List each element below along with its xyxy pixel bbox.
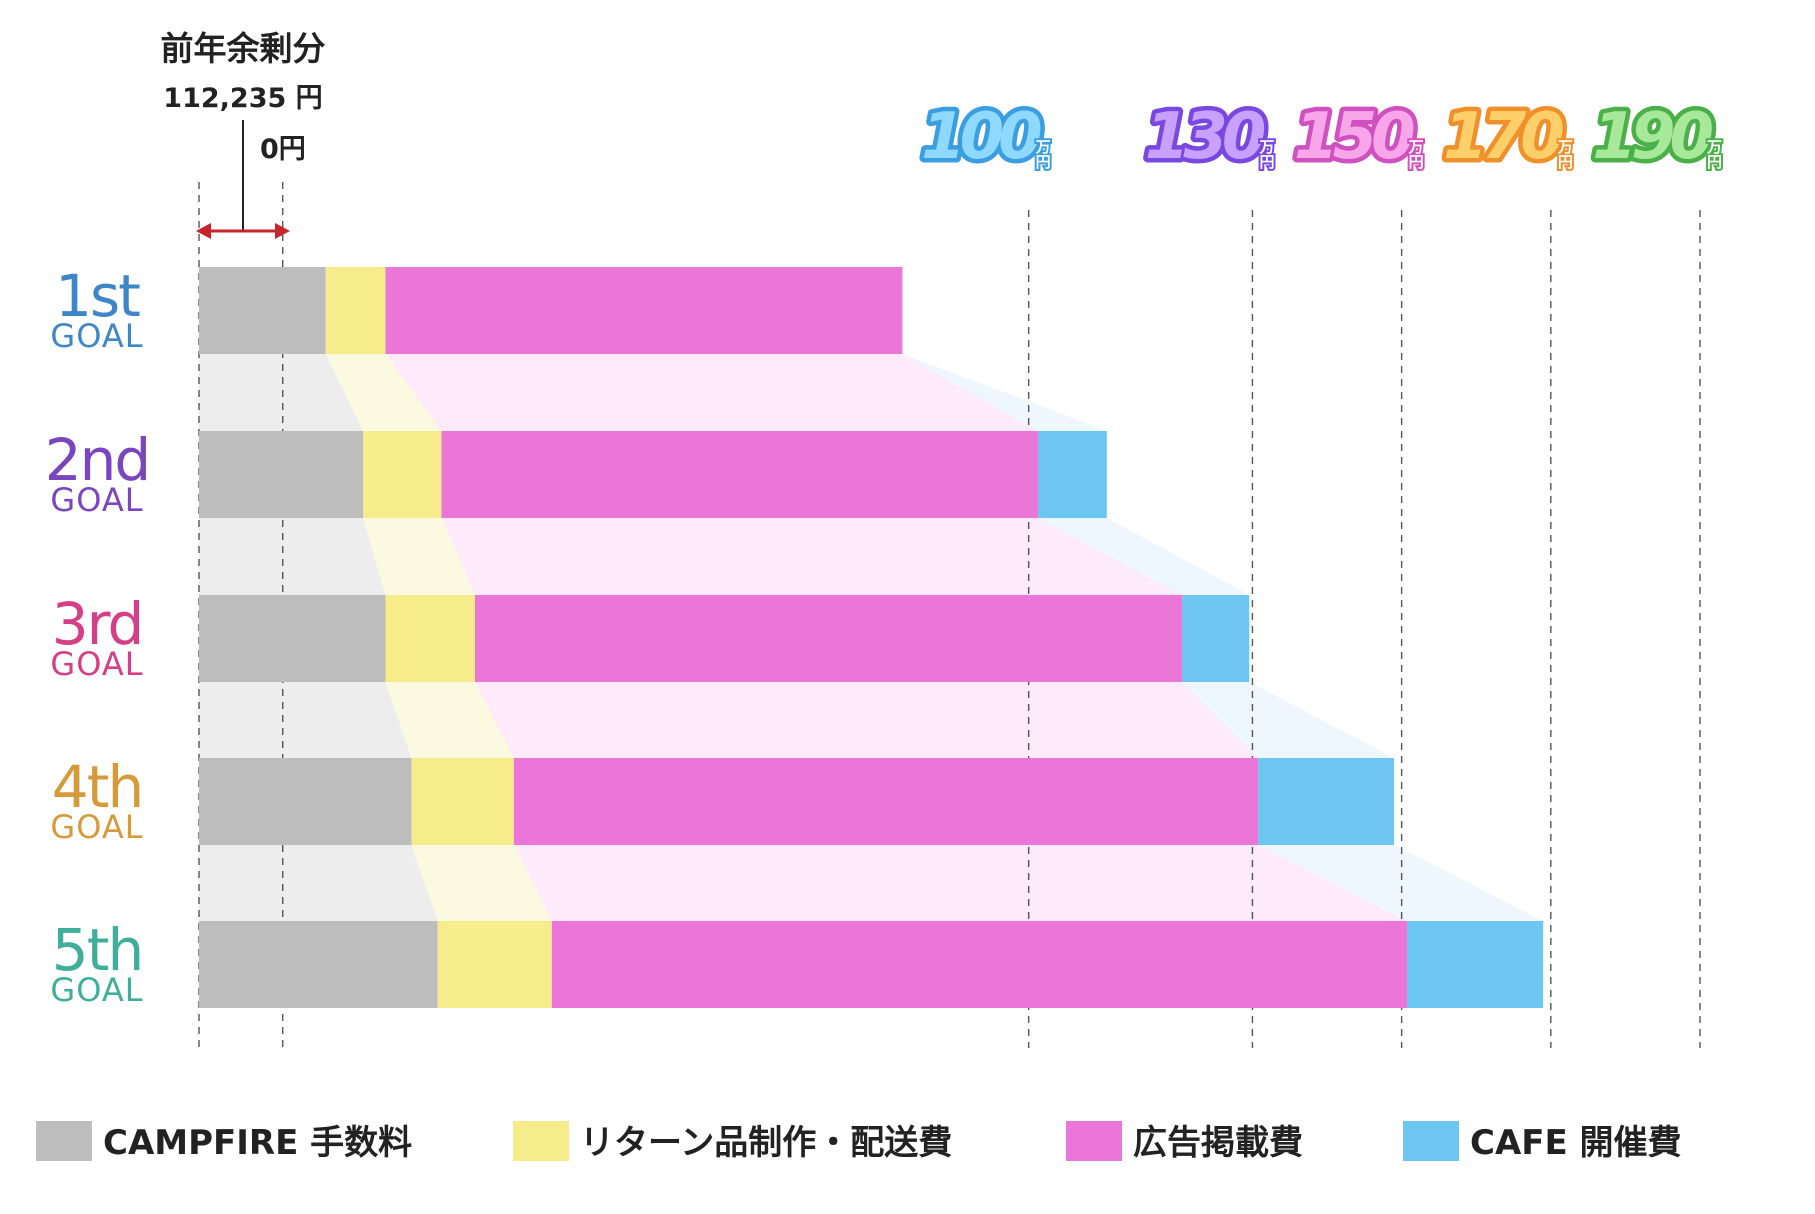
bar-segment [199, 758, 412, 845]
goal-number-label: 5th [52, 916, 142, 984]
connector-band [385, 354, 1039, 431]
connector-band [1182, 682, 1394, 758]
goal-word-label: GOAL [50, 808, 143, 846]
goal-word-label: GOAL [50, 645, 143, 683]
legend-label: 広告掲載費 [1133, 1123, 1303, 1163]
bar-segment [513, 758, 1259, 845]
legend-label: CAMPFIRE 手数料 [103, 1123, 412, 1163]
goal-word-label: GOAL [50, 971, 143, 1009]
connector-band [199, 845, 438, 921]
legend-swatch [1066, 1121, 1122, 1161]
milestone-unit-label: 万円 [1705, 139, 1723, 170]
milestone-unit-label: 万円 [1034, 139, 1052, 170]
carryover-amount: 112,235 円 [163, 83, 322, 114]
goal-word-label: GOAL [50, 317, 143, 355]
bar-segment [199, 267, 326, 354]
milestone-number-label: 150 [1294, 100, 1414, 174]
connector-band [199, 682, 412, 758]
carryover-title: 前年余剰分 [161, 29, 326, 68]
connector-band [1258, 845, 1544, 921]
bar-segment [199, 595, 386, 682]
bar-segment [474, 595, 1183, 682]
bar-segment [1182, 595, 1250, 682]
bar-segment [411, 758, 514, 845]
arrowhead-right-icon [275, 223, 290, 239]
arrowhead-left-icon [196, 223, 211, 239]
legend-label: リターン品制作・配送費 [580, 1123, 952, 1163]
bar-segment [1258, 758, 1394, 845]
legend: CAMPFIRE 手数料 リターン品制作・配送費 広告掲載費 CAFE 開催費 [36, 1121, 1682, 1163]
connector-band [199, 354, 364, 431]
connector-band [441, 518, 1183, 595]
bar-segment [1038, 431, 1107, 518]
connector-band [513, 845, 1408, 921]
milestone-unit-label: 万円 [1556, 139, 1574, 170]
bar-segment [199, 431, 364, 518]
connector-band [325, 354, 442, 431]
connector-band [1038, 518, 1250, 595]
legend-swatch [513, 1121, 569, 1161]
goal-number-label: 1st [55, 262, 140, 330]
bar-segment [325, 267, 386, 354]
legend-swatch [1403, 1121, 1459, 1161]
connector-band [363, 518, 475, 595]
connector-band [411, 845, 552, 921]
goal-number-label: 2nd [45, 426, 149, 494]
milestone-number-label: 170 [1443, 100, 1563, 174]
legend-swatch [36, 1121, 92, 1161]
bar-segment [385, 267, 903, 354]
milestone-unit-label: 万円 [1257, 139, 1275, 170]
bar-layer [199, 267, 1544, 1008]
carryover-annotation: 前年余剰分 112,235 円 0円 [161, 29, 326, 239]
milestone-unit-label: 万円 [1407, 139, 1425, 170]
goal-number-label: 3rd [52, 590, 143, 658]
legend-label: CAFE 開催費 [1470, 1123, 1682, 1163]
bar-segment [385, 595, 475, 682]
connector-band [902, 354, 1107, 431]
bar-segment [1407, 921, 1544, 1008]
goal-number-label: 4th [52, 753, 142, 821]
bar-segment [441, 431, 1039, 518]
bar-segment [199, 921, 438, 1008]
milestone-number-label: 190 [1592, 100, 1712, 174]
milestone-number-label: 130 [1145, 100, 1265, 174]
zero-label: 0円 [260, 134, 306, 165]
bar-segment [363, 431, 442, 518]
milestone-number-label: 100 [921, 100, 1041, 174]
connector-band [199, 518, 386, 595]
connector-band [385, 682, 514, 758]
connector-band [474, 682, 1259, 758]
goal-word-label: GOAL [50, 481, 143, 519]
bar-segment [551, 921, 1408, 1008]
connector-layer [199, 354, 1544, 921]
bar-segment [437, 921, 552, 1008]
